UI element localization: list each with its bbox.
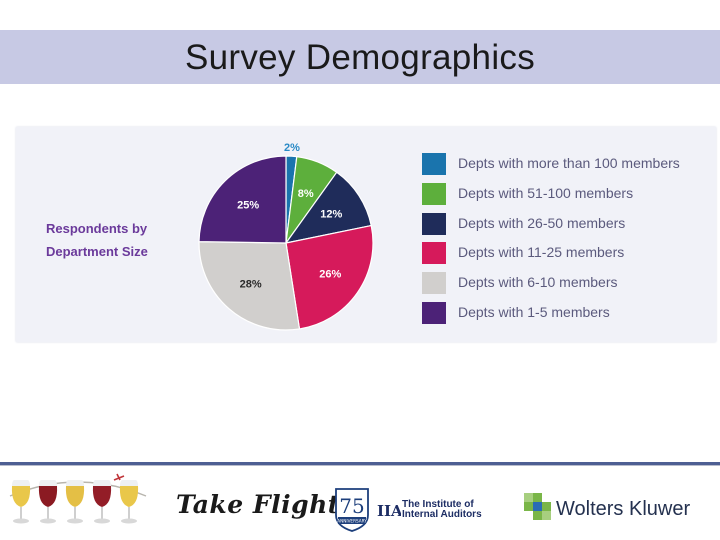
iia-name-line-2: Internal Auditors: [402, 509, 482, 520]
badge-caption: ANNIVERSARY: [337, 519, 367, 524]
chart-title-line-1: Respondents by: [46, 221, 148, 236]
pie-label-depts-with-6-10-members: 28%: [240, 279, 262, 291]
legend-label: Depts with 26-50 members: [458, 214, 626, 231]
legend-swatch: [422, 212, 446, 235]
legend-swatch: [422, 272, 446, 295]
take-flight-logo: Take Flight: [176, 490, 340, 519]
legend-item-depts-with-51-100-members: Depts with 51-100 members: [422, 182, 712, 205]
badge-number: 75: [339, 494, 364, 518]
legend-swatch: [422, 153, 446, 175]
slide-title: Survey Demographics: [184, 38, 535, 77]
title-band: [0, 30, 720, 84]
legend-item-depts-with-1-5-members: Depts with 1-5 members: [422, 302, 712, 324]
pie-slice-depts-with-1-5-members: [198, 155, 287, 244]
legend-swatch: [422, 302, 446, 324]
pie-label-depts-with-1-5-members: 25%: [237, 200, 259, 212]
pie-label-depts-with-51-100-members: 8%: [298, 188, 314, 200]
chart-title: Respondents by Department Size: [46, 217, 186, 263]
wine-glasses-logo: [9, 473, 147, 524]
pie-chart: 2% 8% 12% 26% 28% 25%: [198, 142, 374, 331]
pie-slice-depts-with-26-50-members: [284, 171, 372, 244]
footer-rule-shadow: [0, 465, 720, 466]
footer-rule: [0, 462, 720, 465]
chart-panel: 2% 8% 12% 26% 28% 25% Respondents by Departme…: [16, 127, 716, 342]
footer: Take Flight 75 ANNIVERSARY IIA The Insti…: [0, 468, 720, 540]
iia-name: The Institute of Internal Auditors: [402, 500, 502, 520]
legend-label: Depts with more than 100 members: [458, 155, 680, 171]
legend-swatch: [422, 182, 446, 205]
legend-item-depts-with-more-than-100-members: Depts with more than 100 members: [422, 153, 712, 175]
legend-label: Depts with 6-10 members: [458, 274, 618, 291]
legend-label: Depts with 51-100 members: [458, 184, 634, 201]
iia-name-line-1: The Institute of: [402, 499, 474, 510]
legend-label: Depts with 1-5 members: [458, 304, 610, 320]
legend-item-depts-with-6-10-members: Depts with 6-10 members: [422, 272, 712, 295]
pie-slice-depts-with-11-25-members: [285, 224, 374, 330]
iia-logo-icon: IIA: [377, 502, 401, 519]
wolters-kluwer-logo: Wolters Kluwer: [556, 498, 691, 520]
pie-slice-depts-with-6-10-members: [198, 241, 301, 331]
wolters-kluwer-logo-icon: [524, 493, 551, 520]
iia-mark: IIA: [377, 502, 401, 519]
legend-item-depts-with-26-50-members: Depts with 26-50 members: [422, 212, 712, 235]
legend-item-depts-with-11-25-members: Depts with 11-25 members: [422, 242, 712, 265]
pie-label-depts-with-26-50-members: 12%: [320, 209, 342, 221]
anniversary-badge-icon: 75 ANNIVERSARY: [335, 488, 369, 532]
pie-label-depts-with-more-than-100-members: 2%: [284, 142, 300, 154]
chart-title-line-2: Department Size: [46, 244, 148, 259]
legend-label: Depts with 11-25 members: [458, 244, 625, 261]
pie-label-depts-with-11-25-members: 26%: [319, 269, 341, 281]
legend-swatch: [422, 242, 446, 265]
